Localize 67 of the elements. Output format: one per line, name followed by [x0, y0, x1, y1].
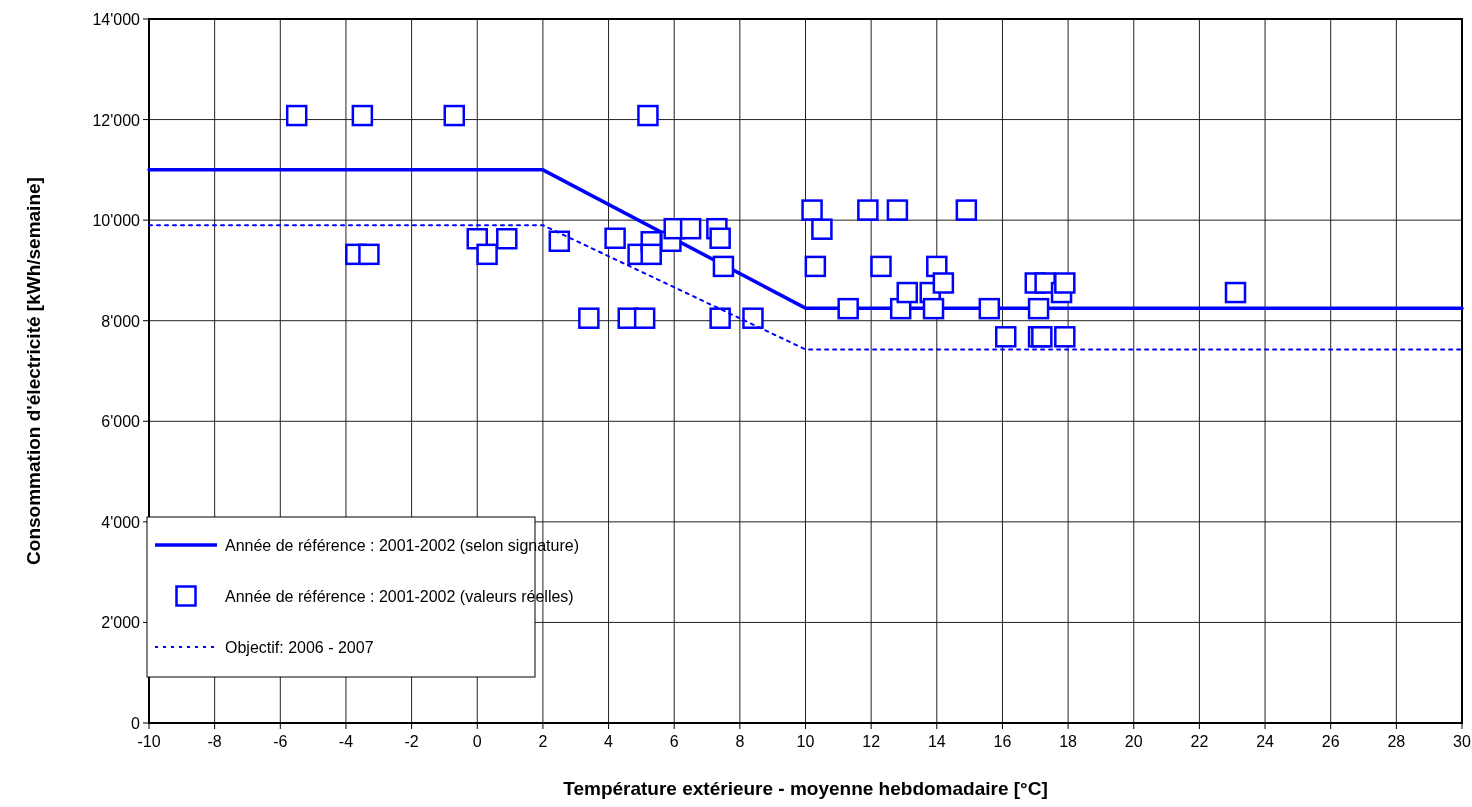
x-tick-label: 24 — [1256, 733, 1275, 750]
y-tick-label: 2'000 — [101, 614, 141, 632]
point — [955, 199, 978, 221]
point — [637, 104, 659, 127]
point — [896, 281, 919, 304]
legend-label: Année de référence : 2001-2002 (valeurs réelles) — [225, 588, 574, 605]
x-tick-label: -2 — [404, 733, 419, 750]
x-tick-label: 22 — [1190, 733, 1209, 750]
point — [1054, 272, 1076, 294]
x-tick-label: 12 — [862, 733, 881, 750]
point — [712, 255, 735, 278]
point — [742, 307, 764, 329]
point — [548, 230, 571, 253]
point — [801, 199, 823, 221]
x-tick-label: 8 — [735, 733, 745, 750]
x-tick-label: -6 — [273, 733, 288, 750]
y-axis-title: Consommation d'électricité [kWh/semaine] — [23, 177, 44, 565]
point — [709, 227, 731, 249]
point — [640, 243, 662, 266]
x-tick-label: 10 — [796, 733, 815, 750]
point — [351, 104, 374, 127]
point — [886, 199, 909, 221]
y-tick-label: 0 — [131, 715, 141, 732]
x-tick-label: 0 — [472, 733, 482, 750]
point — [837, 297, 859, 320]
x-tick-label: 20 — [1124, 733, 1143, 750]
point — [994, 326, 1017, 348]
x-tick-label: 14 — [927, 733, 946, 750]
point — [285, 104, 308, 127]
x-tick-label: 18 — [1059, 733, 1078, 750]
x-tick-label: 26 — [1321, 733, 1340, 750]
x-tick-label: 16 — [993, 733, 1012, 750]
y-tick-label: 8'000 — [101, 312, 141, 330]
point — [358, 243, 380, 266]
point — [1027, 297, 1050, 320]
point — [932, 272, 955, 294]
point — [709, 307, 731, 329]
y-tick-label: 14'000 — [92, 11, 141, 28]
legend-label: Année de référence : 2001-2002 (selon signature) — [225, 537, 580, 554]
x-tick-label: 28 — [1387, 733, 1406, 750]
point — [679, 217, 702, 240]
x-tick-label: -10 — [137, 733, 161, 750]
point — [978, 297, 1001, 320]
x-axis-title: Température extérieure - moyenne hebdomadaire [°C] — [563, 778, 1048, 799]
point — [804, 255, 827, 278]
point — [870, 255, 892, 278]
point — [1054, 326, 1076, 348]
point — [922, 297, 945, 320]
legend-label: Objectif: 2006 - 2007 — [225, 639, 374, 656]
point — [857, 199, 879, 221]
point — [443, 104, 466, 127]
x-tick-label: 6 — [669, 733, 679, 750]
y-tick-label: 4'000 — [101, 513, 141, 531]
x-tick-label: -4 — [338, 733, 354, 750]
x-tick-label: 2 — [538, 733, 548, 750]
point — [476, 243, 498, 266]
x-tick-label: 30 — [1453, 733, 1471, 750]
point — [578, 307, 600, 329]
y-tick-label: 6'000 — [101, 413, 141, 431]
y-tick-label: 12'000 — [92, 111, 141, 129]
point — [1224, 281, 1247, 304]
point — [604, 227, 626, 249]
y-tick-label: 10'000 — [92, 212, 141, 230]
point — [633, 307, 656, 329]
x-tick-label: -8 — [207, 733, 222, 750]
point — [496, 228, 518, 250]
x-tick-label: 4 — [604, 733, 614, 750]
